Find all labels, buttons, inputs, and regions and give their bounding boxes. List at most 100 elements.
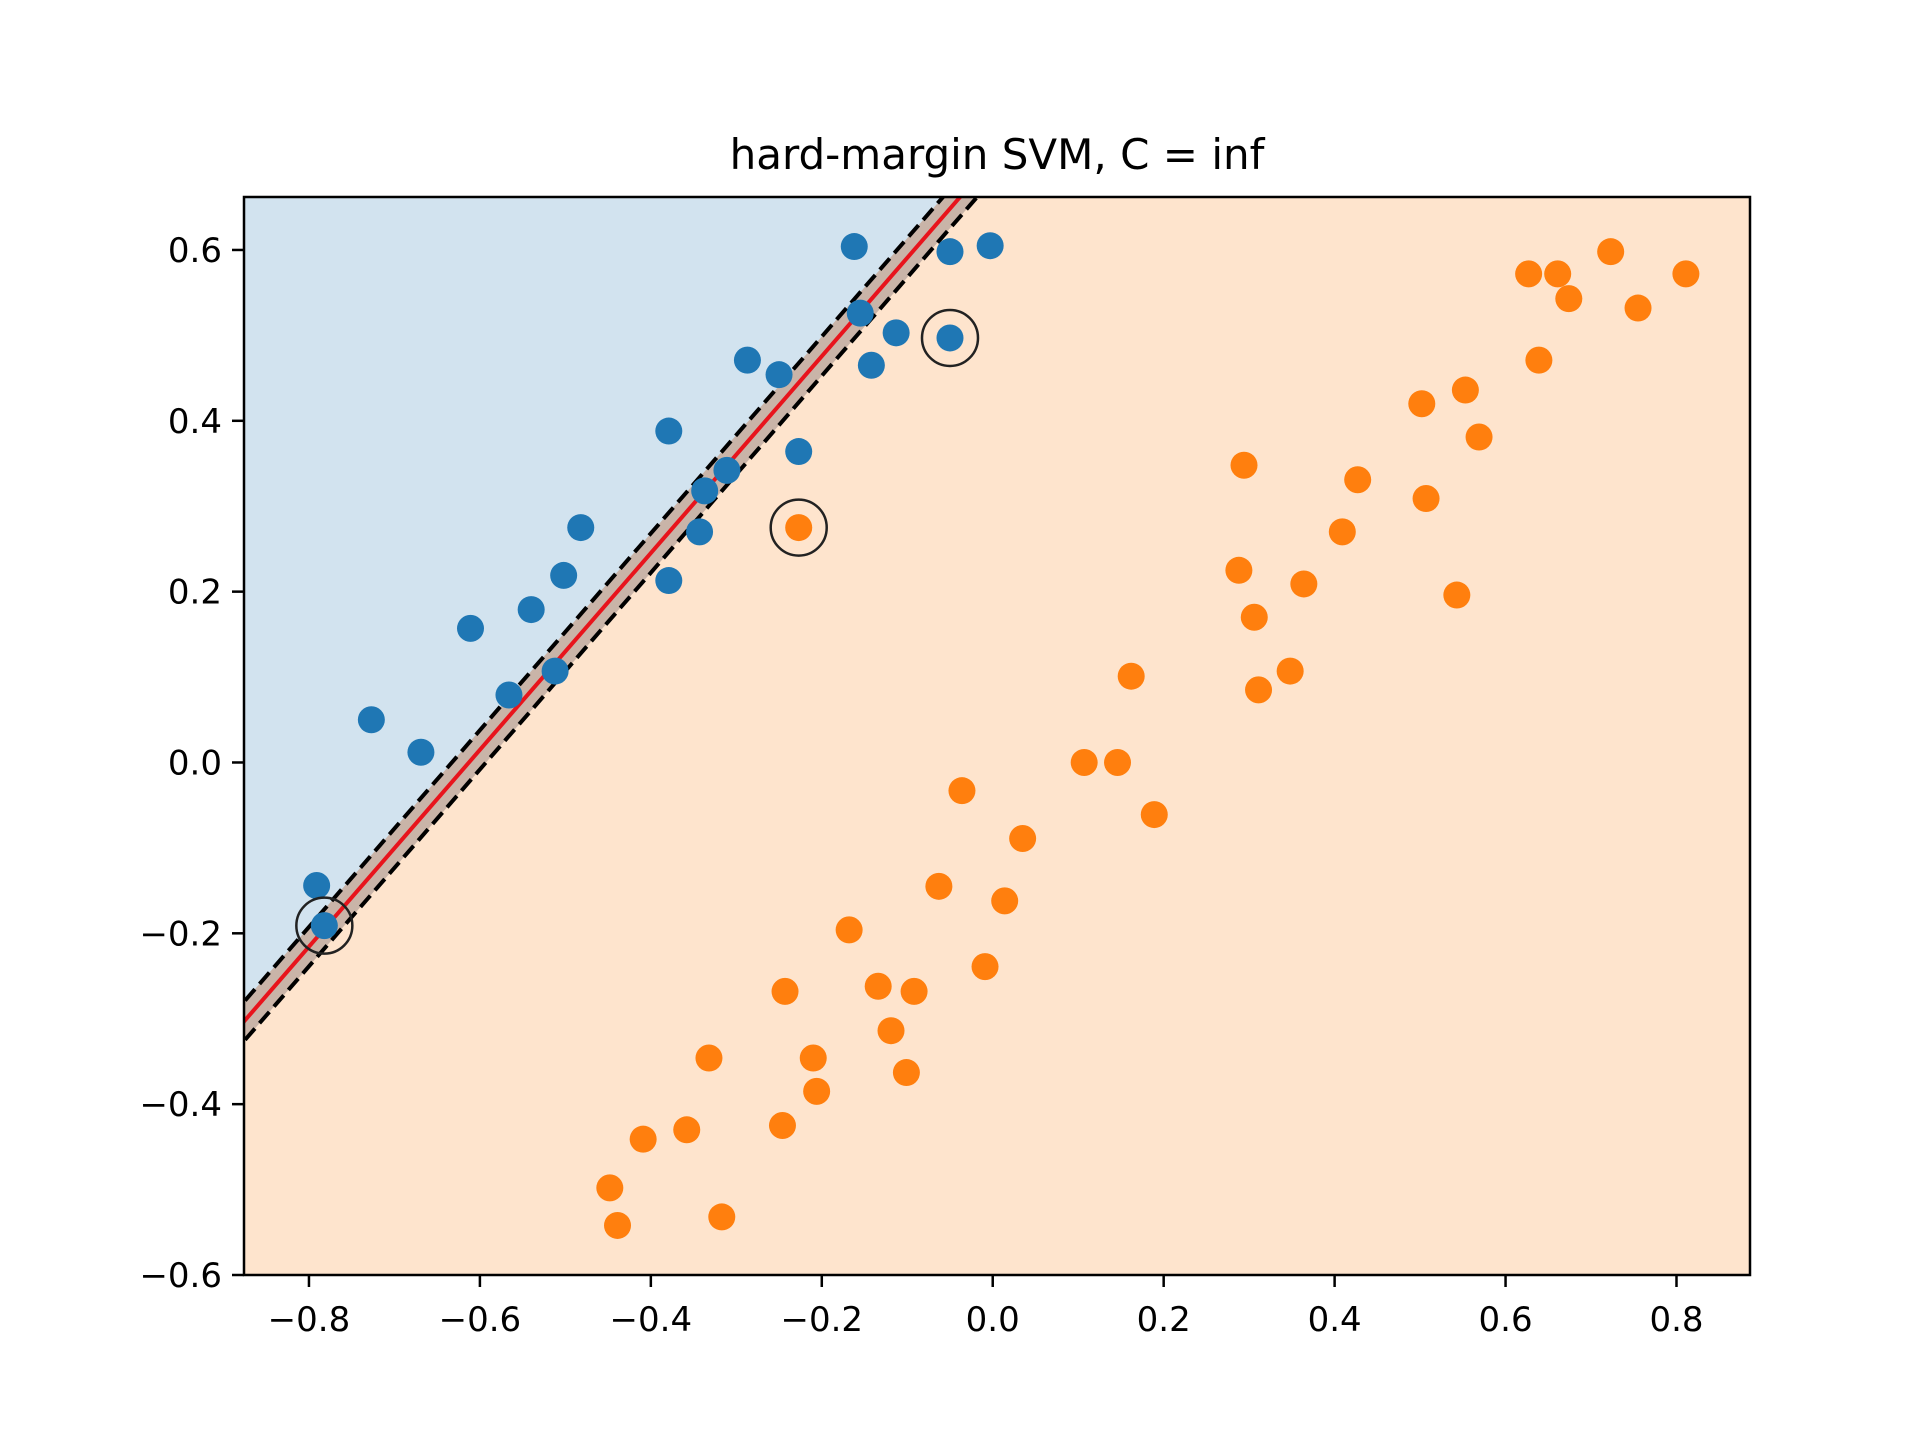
point-class-0: [495, 681, 523, 709]
point-class-1: [1245, 676, 1273, 704]
x-tick-label: −0.2: [781, 1300, 864, 1340]
point-class-0: [976, 232, 1004, 260]
point-class-1: [604, 1211, 632, 1239]
y-tick-label: −0.2: [139, 914, 222, 954]
x-tick-label: 0.0: [966, 1300, 1020, 1340]
point-class-1: [991, 887, 1019, 915]
decision-boundary-line: [244, 197, 963, 1025]
point-class-0: [936, 238, 964, 266]
point-class-1: [1624, 294, 1652, 322]
x-tick-label: 0.8: [1649, 1300, 1703, 1340]
point-class-0: [733, 346, 761, 374]
point-class-1: [1009, 825, 1037, 853]
point-class-1: [1555, 285, 1583, 313]
point-class-1: [1443, 581, 1471, 609]
point-class-0: [691, 477, 719, 505]
point-class-0: [517, 596, 545, 624]
support-vector-ring: [295, 896, 354, 955]
point-class-0: [785, 438, 813, 466]
point-class-0: [550, 561, 578, 589]
point-class-1: [1290, 570, 1318, 598]
support-vector-ring: [769, 498, 828, 557]
point-class-1: [1230, 451, 1258, 479]
point-class-1: [1544, 260, 1572, 288]
point-class-1: [948, 777, 976, 805]
point-class-1: [799, 1044, 827, 1072]
point-class-1: [1328, 518, 1356, 546]
point-class-0: [541, 657, 569, 685]
point-class-1: [971, 953, 999, 981]
point-class-1: [1276, 657, 1304, 685]
x-tick-label: −0.6: [439, 1300, 522, 1340]
point-class-1: [925, 872, 953, 900]
point-class-1: [1515, 260, 1543, 288]
x-tick-label: −0.8: [268, 1300, 351, 1340]
x-tick-label: 0.2: [1137, 1300, 1191, 1340]
point-class-1: [835, 916, 863, 944]
point-class-1: [1465, 423, 1493, 451]
point-class-0: [655, 417, 683, 445]
point-class-1: [673, 1116, 701, 1144]
point-class-0: [303, 871, 331, 899]
point-class-1: [768, 1112, 796, 1140]
chart-title: hard-margin SVM, C = inf: [730, 130, 1266, 179]
point-class-1: [1140, 801, 1168, 829]
point-class-1: [900, 977, 928, 1005]
point-class-0: [840, 233, 868, 261]
y-tick-label: 0.6: [168, 231, 222, 271]
point-class-1: [892, 1059, 920, 1087]
plot-frame: [242, 195, 1752, 1277]
point-class-0: [655, 567, 683, 595]
margin-line-upper: [244, 197, 946, 1005]
point-class-1: [877, 1017, 905, 1045]
point-class-1: [864, 972, 892, 1000]
point-class-0: [357, 706, 385, 734]
y-tick-label: −0.6: [139, 1256, 222, 1296]
point-class-1: [708, 1203, 736, 1231]
y-tick-label: 0.0: [168, 743, 222, 783]
point-class-0: [765, 361, 793, 389]
y-tick-label: 0.4: [168, 402, 222, 442]
point-class-0: [567, 514, 595, 542]
point-class-1: [1117, 662, 1145, 690]
x-tick-label: −0.4: [610, 1300, 693, 1340]
series-class-1: [596, 238, 1700, 1239]
point-class-1: [695, 1044, 723, 1072]
point-class-1: [785, 514, 813, 542]
plot-area: [244, 197, 1750, 1275]
x-tick-label: 0.6: [1479, 1300, 1533, 1340]
point-class-0: [310, 912, 338, 940]
point-class-1: [1240, 603, 1268, 631]
point-class-1: [1597, 238, 1625, 266]
point-class-1: [1070, 748, 1098, 776]
margin-line-lower: [244, 197, 980, 1045]
support-vector-ring: [920, 308, 980, 368]
point-class-1: [803, 1077, 831, 1105]
point-class-1: [1225, 556, 1253, 584]
x-tick-label: 0.4: [1308, 1300, 1362, 1340]
point-class-1: [1344, 466, 1372, 494]
point-class-1: [629, 1125, 657, 1153]
y-tick-label: −0.4: [139, 1085, 222, 1125]
point-class-0: [882, 319, 910, 347]
point-class-0: [936, 324, 964, 352]
point-class-1: [1451, 376, 1479, 404]
point-class-1: [1408, 390, 1436, 418]
point-class-1: [771, 977, 799, 1005]
point-class-0: [713, 456, 741, 484]
y-axis: −0.6 −0.4 −0.2 0.0 0.2 0.4 0.6: [139, 231, 244, 1296]
point-class-1: [1672, 260, 1700, 288]
point-class-1: [1525, 346, 1553, 374]
point-class-0: [846, 299, 874, 327]
point-class-1: [1412, 485, 1440, 513]
point-class-1: [1104, 748, 1132, 776]
y-tick-label: 0.2: [168, 573, 222, 613]
series-class-0: [303, 232, 1004, 940]
x-axis: −0.8 −0.6 −0.4 −0.2 0.0 0.2 0.4 0.6 0.8: [268, 1275, 1704, 1340]
point-class-0: [407, 738, 435, 766]
point-class-0: [857, 351, 885, 379]
point-class-0: [686, 518, 714, 546]
point-class-1: [596, 1174, 624, 1202]
point-class-0: [456, 614, 484, 642]
